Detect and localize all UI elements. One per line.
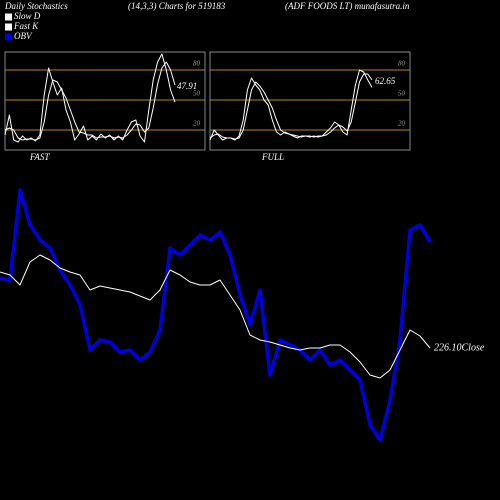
- value-label: 47.91: [177, 81, 197, 91]
- panel-frame: [209, 51, 411, 151]
- obv-line: [0, 188, 432, 442]
- y-tick-label: 50: [193, 90, 201, 98]
- y-tick-label: 20: [193, 120, 201, 128]
- page-title: Daily Stochastics: [4, 1, 68, 11]
- y-tick-label: 80: [398, 60, 406, 68]
- panel-label: FAST: [29, 152, 50, 162]
- value-label: 62.65: [375, 76, 396, 86]
- series-line: [4, 61, 176, 141]
- series-line: [4, 53, 176, 143]
- legend-label: OBV: [14, 31, 33, 41]
- panel-frame: [4, 51, 206, 151]
- y-tick-label: 50: [398, 90, 406, 98]
- legend-swatch: [5, 33, 12, 41]
- page-subtitle: (14,3,3) Charts for 519183: [128, 1, 226, 11]
- legend-swatch: [5, 23, 12, 31]
- y-tick-label: 20: [398, 120, 406, 128]
- legend-swatch: [5, 13, 12, 21]
- y-tick-label: 80: [193, 60, 201, 68]
- page-source: (ADF FOODS LT) munafasutra.in: [285, 1, 410, 11]
- series-line: [209, 73, 373, 140]
- series-line: [0, 254, 431, 379]
- value-label: 226.10Close: [434, 342, 485, 353]
- legend-label: Slow D: [14, 11, 41, 21]
- legend-label: Fast K: [13, 21, 39, 31]
- panel-label: FULL: [261, 152, 284, 162]
